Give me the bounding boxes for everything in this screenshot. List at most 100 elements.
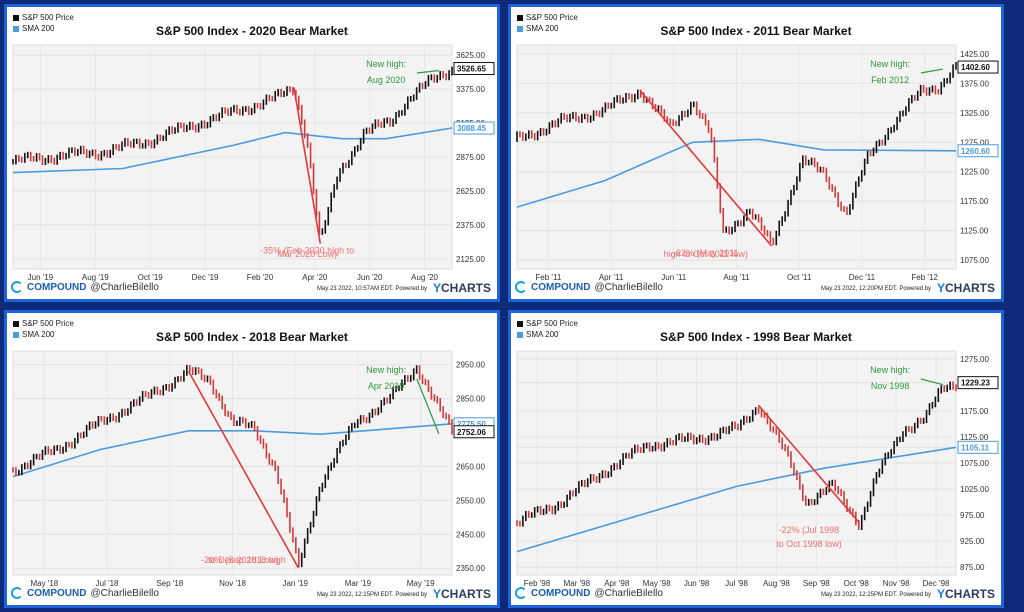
x-tick-label: Dec '11 bbox=[849, 273, 876, 282]
last-sma-badge: 3088.45 bbox=[457, 124, 486, 133]
x-tick-label: Feb '12 bbox=[911, 273, 938, 282]
legend-label: SMA 200 bbox=[22, 24, 55, 33]
drawdown-label: -20% (Sep 2018 high bbox=[201, 555, 286, 565]
x-tick-label: Mar '19 bbox=[345, 579, 372, 588]
legend-item: S&P 500 Price bbox=[13, 12, 74, 23]
x-tick-label: Dec '19 bbox=[192, 273, 219, 282]
compound-brand: COMPOUND @CharlieBilello bbox=[515, 587, 663, 599]
ycharts-logo: YCHARTS bbox=[937, 281, 995, 295]
compound-logo-icon bbox=[11, 587, 23, 599]
y-tick-label: 1125.00 bbox=[960, 433, 989, 442]
x-tick-label: Sep '18 bbox=[156, 579, 183, 588]
x-tick-label: Feb '98 bbox=[524, 579, 551, 588]
y-tick-label: 2850.00 bbox=[456, 395, 485, 404]
y-tick-label: 1175.00 bbox=[960, 197, 989, 206]
x-tick-label: Apr '20 bbox=[302, 273, 328, 282]
x-tick-label: May '98 bbox=[643, 579, 671, 588]
chart-panel: 3625.003375.003125.002875.002625.002375.… bbox=[4, 4, 500, 302]
legend-swatch bbox=[13, 14, 19, 21]
ycharts-logo: YCHARTS bbox=[433, 281, 491, 295]
y-tick-label: 1075.00 bbox=[960, 459, 989, 468]
timestamp: May 23 2022, 12:20PM EDT. Powered by bbox=[820, 286, 931, 292]
drawdown-label: to Dec 2018 Low) bbox=[208, 555, 279, 565]
last-sma-badge: 1105.11 bbox=[961, 443, 990, 452]
x-tick-label: Aug '19 bbox=[82, 273, 109, 282]
author-handle: @CharlieBilello bbox=[90, 281, 159, 293]
compound-brand: COMPOUND @CharlieBilello bbox=[11, 281, 159, 293]
ycharts-logo-y: Y bbox=[936, 281, 945, 295]
ycharts-logo-rest: CHARTS bbox=[441, 587, 491, 601]
legend-label: S&P 500 Price bbox=[22, 13, 74, 22]
legend-label: SMA 200 bbox=[526, 330, 559, 339]
ycharts-logo-rest: CHARTS bbox=[441, 281, 491, 295]
author-handle: @CharlieBilello bbox=[90, 587, 159, 599]
ycharts-logo: YCHARTS bbox=[433, 587, 491, 601]
x-tick-label: Jun '20 bbox=[357, 273, 383, 282]
drawdown-arrow bbox=[187, 370, 300, 569]
chart-footer: COMPOUND @CharlieBilello May 23 2022, 12:2… bbox=[511, 579, 1001, 605]
legend-label: S&P 500 Price bbox=[526, 319, 578, 328]
y-tick-label: 2875.00 bbox=[456, 153, 485, 162]
new-high-label: Apr 2019 bbox=[368, 381, 405, 391]
last-sma-badge: 2775.50 bbox=[457, 420, 486, 429]
last-sma-badge: 1260.60 bbox=[961, 147, 990, 156]
y-tick-label: 2625.00 bbox=[456, 187, 485, 196]
ycharts-logo-y: Y bbox=[432, 281, 441, 295]
compound-brand: COMPOUND @CharlieBilello bbox=[515, 281, 663, 293]
ycharts-logo-rest: CHARTS bbox=[945, 587, 995, 601]
new-high-pointer bbox=[416, 378, 440, 434]
chart-plot: 1425.00 1375.00 1325.00 1275.00 1225.00 1175.… bbox=[516, 44, 999, 282]
last-price-badge-box bbox=[957, 376, 999, 390]
chart-plot: 3625.003375.003125.002875.002625.002375.… bbox=[12, 44, 495, 282]
legend-item: S&P 500 Price bbox=[517, 12, 578, 23]
x-tick-label: May '18 bbox=[30, 579, 58, 588]
y-tick-label: 1375.00 bbox=[960, 79, 989, 88]
brand-name: COMPOUND bbox=[531, 587, 591, 599]
y-tick-label: 875.00 bbox=[960, 563, 985, 572]
x-tick-label: Aug '11 bbox=[723, 273, 750, 282]
x-tick-label: Nov '18 bbox=[219, 579, 246, 588]
x-tick-label: Oct '98 bbox=[844, 579, 870, 588]
compound-logo-icon bbox=[11, 281, 23, 293]
last-price-badge: 1402.60 bbox=[961, 63, 990, 72]
drawdown-label: -22% (Jul 1998 bbox=[779, 525, 840, 535]
chart-legend: S&P 500 Price SMA 200 bbox=[13, 318, 74, 340]
chart-panel: 2950.00 2850.00 2650.00 2550.00 2450.00 2350.… bbox=[4, 310, 500, 608]
new-high-label: Aug 2020 bbox=[367, 75, 406, 85]
ycharts-logo: YCHARTS bbox=[937, 587, 995, 601]
x-tick-label: Jan '19 bbox=[282, 579, 308, 588]
last-sma-badge-box bbox=[957, 440, 999, 454]
ycharts-logo-rest: CHARTS bbox=[945, 281, 995, 295]
x-tick-label: Feb '11 bbox=[535, 273, 561, 282]
drawdown-label: Mar 2020 Low) bbox=[277, 249, 337, 259]
y-tick-label: 2450.00 bbox=[456, 530, 485, 539]
y-tick-label: 1275.00 bbox=[960, 138, 989, 147]
y-tick-label: 2950.00 bbox=[456, 361, 485, 370]
x-tick-label: Oct '11 bbox=[787, 273, 812, 282]
last-price-badge: 2752.06 bbox=[457, 428, 486, 437]
y-tick-label: 975.00 bbox=[960, 511, 985, 520]
new-high-pointer bbox=[416, 69, 439, 74]
x-tick-label: Aug '20 bbox=[411, 273, 438, 282]
drawdown-arrow bbox=[639, 89, 773, 247]
legend-swatch bbox=[517, 25, 523, 32]
new-high-label: Nov 1998 bbox=[871, 381, 910, 391]
y-tick-label: 3375.00 bbox=[456, 85, 485, 94]
sma-200-line bbox=[516, 138, 957, 208]
y-tick-label: 1425.00 bbox=[960, 50, 989, 59]
drawdown-label: to Oct 1998 low) bbox=[776, 539, 842, 549]
x-tick-label: Jul '98 bbox=[725, 579, 748, 588]
compound-logo-icon bbox=[515, 281, 527, 293]
legend-swatch bbox=[13, 331, 19, 338]
x-tick-label: Aug '98 bbox=[763, 579, 790, 588]
chart-footer: COMPOUND @CharlieBilello May 23 2022, 12:1… bbox=[7, 579, 497, 605]
x-tick-label: Dec '98 bbox=[923, 579, 950, 588]
legend-swatch bbox=[517, 320, 523, 327]
x-tick-label: Oct '19 bbox=[138, 273, 164, 282]
legend-item: SMA 200 bbox=[13, 23, 74, 34]
chart-title: S&P 500 Index - 2011 Bear Market bbox=[660, 24, 852, 38]
chart-legend: S&P 500 Price SMA 200 bbox=[13, 12, 74, 34]
chart-panel: 1275.00 1229.23 1175.00 1125.001105.11 1075.… bbox=[508, 310, 1004, 608]
legend-label: SMA 200 bbox=[526, 24, 559, 33]
y-tick-label: 1025.00 bbox=[960, 485, 989, 494]
